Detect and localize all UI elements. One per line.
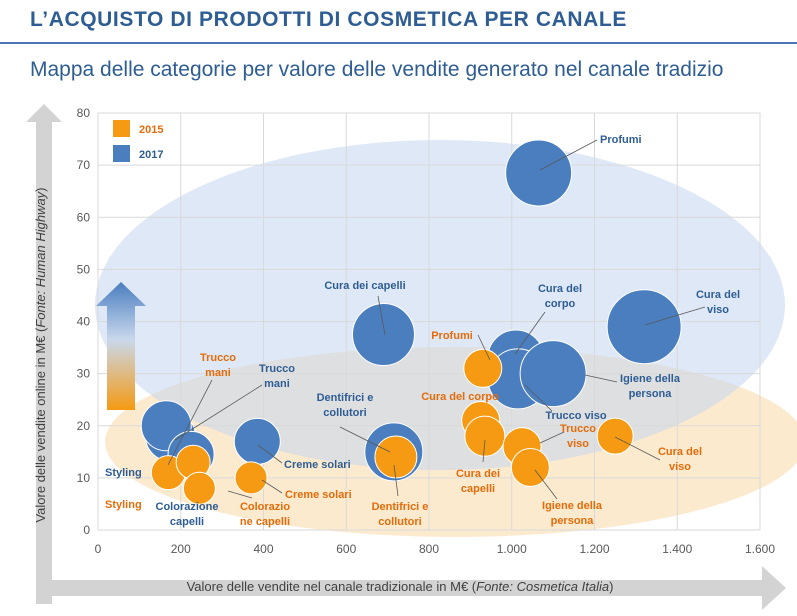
label-2015-cura-viso-leader [614, 436, 661, 461]
legend-label-2015: 2015 [139, 124, 163, 136]
x-tick-label: 1.200 [579, 542, 609, 556]
y-tick-label: 80 [77, 106, 91, 120]
y-tick-label: 70 [77, 158, 91, 172]
x-axis-title: Valore delle vendite nel canale tradizio… [187, 579, 614, 594]
bubble-2015-creme-solari [234, 461, 268, 495]
label-2017-cura-viso: Cura del viso [696, 289, 740, 316]
gradient-up-arrow [96, 282, 146, 410]
label-2017-styling: Styling [105, 467, 142, 479]
label-2015-profumi-leader [477, 334, 491, 361]
y-tick-label: 40 [77, 315, 91, 329]
bubble-2015-profumi [463, 348, 503, 388]
label-2017-cura-corpo: Cura del corpo [538, 283, 582, 310]
label-2017-creme-solari: Creme solari [284, 459, 351, 471]
ellipse-2017-zone [95, 140, 785, 470]
label-2015-dentifrici: Dentifrici e collutori [372, 501, 429, 528]
label-2015-cura-capelli-leader [482, 439, 486, 463]
page-subtitle: Mappa delle categorie per valore delle v… [30, 58, 724, 81]
x-tick-label: 0 [95, 542, 102, 556]
label-2017-dentifrici-leader [339, 426, 391, 453]
label-2015-cura-corpo: Cura del corpo [421, 391, 499, 403]
label-2017-cura-capelli-leader [377, 295, 386, 336]
bubble-2015-igiene-della-persona [510, 447, 550, 487]
label-2017-cura-corpo-leader [514, 311, 546, 355]
bubble-2015-cura-del-viso [596, 417, 634, 455]
label-2017-profumi: Profumi [600, 134, 642, 146]
label-2017-igiene: Igiene della persona [620, 373, 681, 400]
label-2017-colorazione: Colorazione capelli [156, 501, 219, 528]
gridlines [97, 112, 761, 531]
x-tick-label: 800 [419, 542, 439, 556]
x-tick-label: 1.000 [497, 542, 527, 556]
y-tick-label: 10 [77, 471, 91, 485]
label-2015-dentifrici-leader [393, 464, 399, 497]
x-tick-label: 400 [253, 542, 273, 556]
label-2017-trucco-mani-leader [174, 384, 263, 441]
series-2015-bubbles [150, 348, 634, 505]
y-tick-label: 0 [83, 523, 90, 537]
label-2015-creme-solari: Creme solari [285, 489, 352, 501]
bubble-2017-profumi [505, 139, 573, 207]
bubble-2017-igiene-della-persona [519, 340, 587, 408]
title-divider [0, 42, 797, 44]
legend-swatch-2015 [113, 120, 130, 137]
x-tick-label: 1.400 [662, 542, 692, 556]
bubble-2017-cura-del-viso [606, 289, 682, 365]
label-2015-trucco-mani: Trucco mani [200, 352, 236, 379]
legend-label-2017: 2017 [139, 149, 163, 161]
label-2017-trucco-viso-leader [524, 384, 553, 412]
legend-swatch-2017 [113, 145, 130, 162]
page-title: L’ACQUISTO DI PRODOTTI DI COSMETICA PER … [30, 8, 627, 31]
x-tick-label: 200 [171, 542, 191, 556]
y-axis-arrow [26, 104, 62, 604]
label-2015-trucco-viso-leader [539, 431, 565, 444]
y-tick-label: 20 [77, 419, 91, 433]
x-axis-arrow [36, 566, 786, 610]
data-labels: Profumi Cura del viso Cura dei capelli Cura … [105, 134, 740, 528]
label-2017-cura-viso-leader [644, 306, 706, 326]
label-2015-trucco-viso: Trucco viso [560, 423, 596, 450]
label-2017-profumi-leader [539, 139, 598, 171]
label-2015-cura-viso: Cura del viso [658, 446, 702, 473]
label-2015-colorazione: Colorazio ne capelli [240, 501, 290, 528]
label-2015-colorazione-leader [227, 490, 253, 499]
label-2015-cura-capelli: Cura dei capelli [456, 468, 500, 495]
label-2015-igiene: Igiene della persona [542, 500, 603, 527]
bubble-2017-cura-dei-capelli [351, 303, 415, 367]
label-2017-creme-solari-leader [257, 444, 283, 464]
label-2017-igiene-leader [584, 374, 618, 383]
bubble-2017-creme-solari [233, 417, 281, 465]
x-tick-label: 1.600 [745, 542, 775, 556]
y-axis-title: Valore delle vendite online in M€ (Fonte… [33, 187, 48, 522]
y-tick-label: 60 [77, 210, 91, 224]
x-tick-label: 600 [336, 542, 356, 556]
label-2015-profumi: Profumi [431, 330, 473, 342]
label-2017-dentifrici: Dentifrici e collutori [317, 392, 374, 419]
label-2017-trucco-mani: Trucco mani [259, 363, 295, 390]
y-tick-label: 30 [77, 367, 91, 381]
label-2015-creme-solari-leader [261, 479, 283, 494]
label-2015-trucco-mani-leader [167, 379, 213, 466]
y-tick-label: 50 [77, 262, 91, 276]
label-2017-trucco-viso: Trucco viso [545, 410, 606, 422]
label-2015-styling: Styling [105, 499, 142, 511]
label-2015-igiene-leader [534, 469, 558, 500]
bubble-2015-dentifrici-e-collutori [374, 435, 418, 479]
bubble-2015-colorazione-capelli [182, 471, 216, 505]
bubble-2015-cura-dei-capelli [464, 415, 506, 457]
label-leader-lines [167, 139, 706, 500]
label-2017-cura-capelli: Cura dei capelli [324, 280, 405, 292]
